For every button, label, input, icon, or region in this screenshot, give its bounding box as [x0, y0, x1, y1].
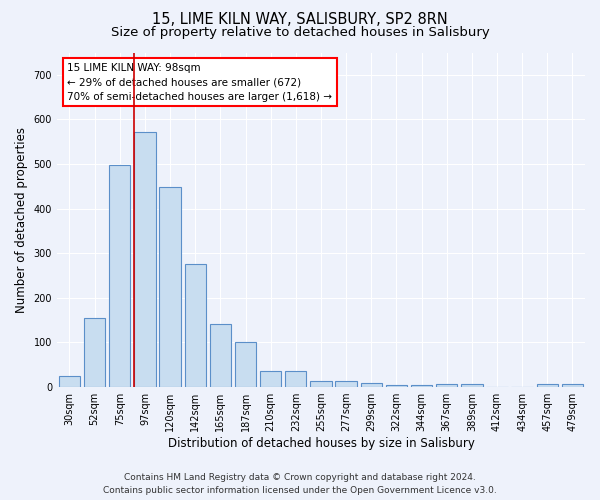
Bar: [361, 382, 382, 387]
Bar: [59, 376, 80, 387]
Text: 15 LIME KILN WAY: 98sqm
← 29% of detached houses are smaller (672)
70% of semi-d: 15 LIME KILN WAY: 98sqm ← 29% of detache…: [67, 62, 332, 102]
X-axis label: Distribution of detached houses by size in Salisbury: Distribution of detached houses by size …: [167, 437, 475, 450]
Bar: [310, 381, 332, 387]
Bar: [386, 386, 407, 387]
Bar: [436, 384, 457, 387]
Bar: [536, 384, 558, 387]
Y-axis label: Number of detached properties: Number of detached properties: [15, 127, 28, 313]
Text: Size of property relative to detached houses in Salisbury: Size of property relative to detached ho…: [110, 26, 490, 39]
Text: Contains HM Land Registry data © Crown copyright and database right 2024.
Contai: Contains HM Land Registry data © Crown c…: [103, 474, 497, 495]
Bar: [461, 384, 482, 387]
Bar: [134, 132, 155, 387]
Bar: [109, 166, 130, 387]
Bar: [260, 370, 281, 387]
Bar: [209, 324, 231, 387]
Bar: [84, 318, 106, 387]
Bar: [562, 384, 583, 387]
Bar: [185, 264, 206, 387]
Bar: [285, 371, 307, 387]
Bar: [335, 381, 357, 387]
Bar: [235, 342, 256, 387]
Bar: [411, 386, 432, 387]
Text: 15, LIME KILN WAY, SALISBURY, SP2 8RN: 15, LIME KILN WAY, SALISBURY, SP2 8RN: [152, 12, 448, 28]
Bar: [160, 187, 181, 387]
